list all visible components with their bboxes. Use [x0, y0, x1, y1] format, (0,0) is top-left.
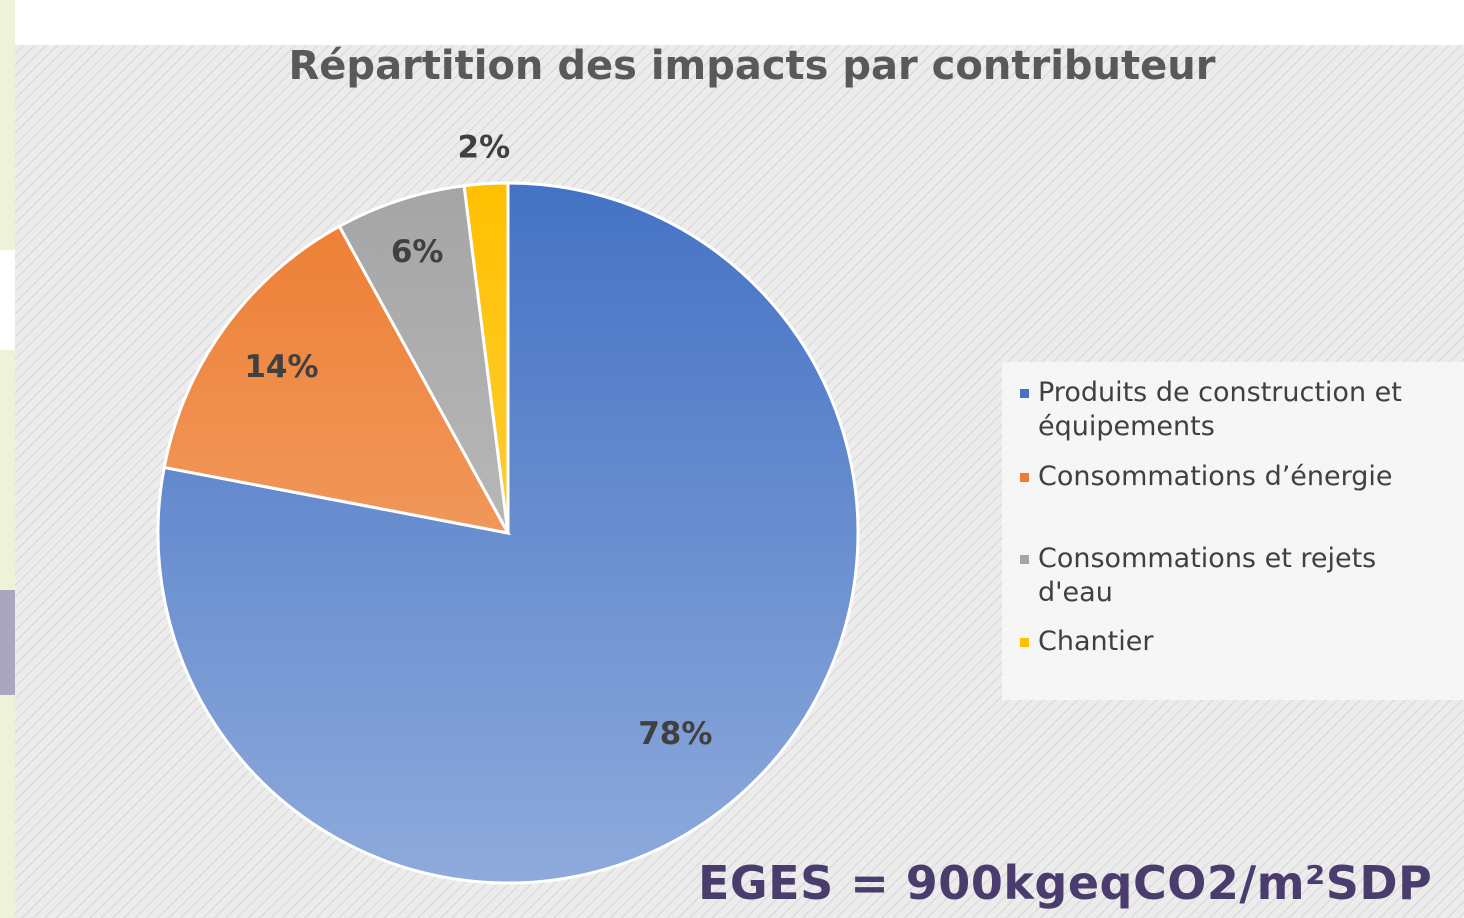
side-shape [0, 250, 15, 350]
data-label: 14% [244, 349, 318, 385]
legend-label: Chantier [1038, 626, 1154, 657]
legend-swatch [1020, 473, 1029, 482]
data-label: 78% [638, 716, 712, 752]
legend-swatch [1020, 638, 1029, 647]
legend-item: Consommations d’énergie [1016, 460, 1456, 494]
side-strip [0, 0, 15, 918]
legend-label: Produits de construction et équipements [1038, 377, 1402, 442]
side-shape [0, 590, 15, 695]
legend-label: Consommations et rejets d'eau [1038, 543, 1377, 608]
annotation: EGES = 900kgeqCO2/m²SDP [698, 856, 1433, 910]
data-label: 2% [458, 129, 511, 165]
legend-swatch [1020, 555, 1029, 564]
legend: Produits de construction et équipements C… [1002, 362, 1464, 700]
data-label: 6% [391, 234, 444, 270]
legend-swatch [1020, 389, 1029, 398]
legend-item: Produits de construction et équipements [1016, 376, 1456, 444]
legend-label: Consommations d’énergie [1038, 461, 1393, 492]
legend-item: Consommations et rejets d'eau [1016, 542, 1456, 610]
chart-title: Répartition des impacts par contributeur [289, 43, 1216, 89]
legend-item: Chantier [1016, 625, 1456, 659]
